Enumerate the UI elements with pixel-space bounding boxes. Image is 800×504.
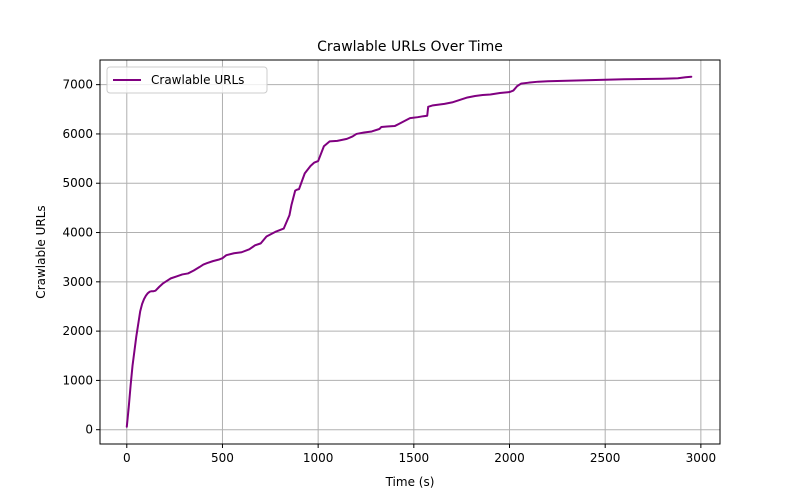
y-tick-label: 2000 [62, 324, 93, 338]
y-axis-label: Crawlable URLs [34, 205, 48, 298]
y-tick-label: 0 [85, 423, 93, 437]
series-line-crawlable-urls [125, 75, 693, 428]
x-tick-label: 1500 [399, 451, 430, 465]
legend-box [106, 66, 268, 94]
y-tick-label: 5000 [62, 176, 93, 190]
x-tick-label: 500 [211, 451, 234, 465]
y-tick-label: 3000 [62, 275, 93, 289]
y-tick-label: 1000 [62, 373, 93, 387]
y-tick-label: 6000 [62, 127, 93, 141]
plot-frame [99, 59, 721, 445]
x-tick-label: 0 [123, 451, 131, 465]
x-tick-label: 1000 [303, 451, 334, 465]
x-tick-label: 3000 [686, 451, 717, 465]
series-layer [125, 75, 693, 428]
x-tick-label: 2000 [494, 451, 525, 465]
y-tick-label: 7000 [62, 78, 93, 92]
x-tick-label: 2500 [590, 451, 621, 465]
y-tick-label: 4000 [62, 226, 93, 240]
grid-layer [100, 60, 720, 444]
legend: Crawlable URLs [106, 66, 268, 94]
legend-label: Crawlable URLs [151, 73, 244, 87]
chart-title: Crawlable URLs Over Time [317, 39, 503, 55]
x-axis-label: Time (s) [385, 475, 435, 489]
tick-layer: 0 500 1000 1500 2000 2500 3000 0 1000 2000 3000 400… [62, 78, 716, 465]
